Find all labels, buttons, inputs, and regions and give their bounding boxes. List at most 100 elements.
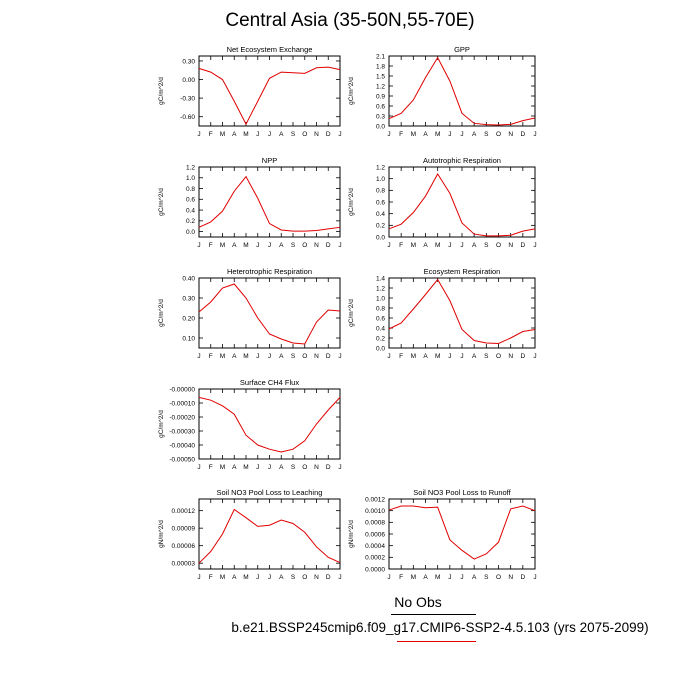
x-tick-label: O — [302, 574, 307, 581]
y-tick-label: -0.00050 — [169, 456, 195, 463]
plot-frame — [388, 277, 536, 349]
case-label: b.e21.BSSP245cmip6.f09_g17.CMIP6-SSP2-4.… — [231, 620, 649, 635]
x-tick-label: A — [472, 242, 477, 249]
plot-frame — [198, 166, 341, 238]
x-tick-label: F — [209, 242, 213, 249]
x-tick-label: J — [387, 242, 390, 249]
x-tick-label: J — [197, 131, 200, 138]
chart-title: Soil NO3 Pool Loss to Runoff — [413, 488, 511, 497]
x-tick-label: J — [338, 242, 341, 249]
y-tick-label: 0.6 — [376, 199, 385, 206]
y-tick-label: 0.40 — [182, 275, 195, 282]
x-tick-label: J — [268, 353, 271, 360]
y-axis-label: gC/m^2/d — [348, 77, 355, 105]
chart-panel-9: Soil NO3 Pool Loss to Runoff gN/m^2/d 0.00… — [348, 488, 537, 581]
x-tick-label: J — [338, 131, 341, 138]
x-tick-label: F — [209, 464, 213, 471]
x-tick-label: M — [243, 464, 248, 471]
page-title: Central Asia (35-50N,55-70E) — [225, 10, 475, 31]
chart-panel-1: Net Ecosystem Exchange gC/m^2/d 0.30 0.00 -0… — [158, 45, 342, 138]
x-tick-label: N — [314, 353, 319, 360]
y-tick-label: 0.9 — [376, 93, 385, 100]
x-tick-label: A — [279, 353, 284, 360]
x-tick-label: O — [496, 242, 501, 249]
series-line-1 — [198, 508, 341, 564]
y-tick-label: -0.00020 — [169, 414, 195, 421]
y-tick-label: 0.4 — [376, 211, 385, 218]
y-tick-label: 0.30 — [182, 295, 195, 302]
plot-frame — [198, 277, 341, 349]
x-tick-label: N — [314, 242, 319, 249]
x-tick-label: A — [232, 353, 237, 360]
chart-title: Net Ecosystem Exchange — [227, 45, 313, 54]
y-tick-label: 0.00006 — [172, 543, 196, 550]
chart-title: NPP — [262, 156, 277, 165]
y-axis-label: gC/m^2/d — [348, 188, 355, 216]
x-tick-label: J — [460, 242, 463, 249]
x-tick-label: F — [209, 574, 213, 581]
y-tick-label: 0.2 — [186, 218, 195, 225]
x-tick-label: J — [268, 574, 271, 581]
x-tick-label: J — [338, 464, 341, 471]
x-tick-label: S — [484, 242, 489, 249]
x-tick-label: M — [435, 353, 440, 360]
plot-frame — [198, 498, 341, 570]
y-axis-label: gC/m^2/d — [348, 299, 355, 327]
x-tick-label: N — [314, 131, 319, 138]
x-tick-label: D — [326, 242, 331, 249]
x-tick-label: J — [533, 242, 536, 249]
chart-panel-6: Ecosystem Respiration gC/m^2/d 0.0 0.2 0.4 0.… — [348, 267, 537, 360]
y-axis-label: gC/m^2/d — [158, 299, 165, 327]
x-tick-label: A — [472, 131, 477, 138]
y-tick-label: 0.4 — [376, 325, 385, 332]
y-axis-label: gN/m^2/d — [348, 520, 355, 548]
x-tick-label: J — [533, 131, 536, 138]
y-tick-label: 0.0004 — [365, 543, 385, 550]
y-tick-label: 0.10 — [182, 335, 195, 342]
x-tick-label: J — [197, 242, 200, 249]
plot-frame — [388, 166, 536, 238]
x-tick-label: A — [232, 131, 237, 138]
x-tick-label: F — [399, 574, 403, 581]
x-tick-label: J — [256, 131, 259, 138]
y-tick-label: -0.00040 — [169, 442, 195, 449]
y-axis-label: gC/m^2/d — [158, 188, 165, 216]
x-tick-label: N — [314, 464, 319, 471]
x-tick-label: A — [279, 464, 284, 471]
chart-title: GPP — [454, 45, 470, 54]
y-tick-label: 0.2 — [376, 335, 385, 342]
series-line-1 — [198, 66, 341, 126]
y-tick-label: 1.2 — [376, 285, 385, 292]
y-tick-label: 0.00 — [182, 77, 195, 84]
x-tick-label: J — [256, 464, 259, 471]
chart-title: Soil NO3 Pool Loss to Leaching — [217, 488, 323, 497]
y-tick-label: -0.60 — [180, 114, 195, 121]
x-tick-label: O — [496, 131, 501, 138]
x-tick-label: M — [411, 574, 416, 581]
y-tick-label: 1.4 — [376, 275, 385, 282]
case-legend-line — [397, 641, 476, 642]
x-tick-label: M — [220, 353, 225, 360]
x-tick-label: M — [220, 574, 225, 581]
x-tick-label: J — [256, 574, 259, 581]
x-tick-label: A — [232, 464, 237, 471]
x-tick-label: M — [220, 464, 225, 471]
y-tick-label: 0.0008 — [365, 520, 385, 527]
x-tick-label: M — [243, 242, 248, 249]
y-tick-label: 0.6 — [376, 315, 385, 322]
y-tick-label: 1.5 — [376, 73, 385, 80]
x-tick-label: S — [484, 353, 489, 360]
x-tick-label: M — [435, 131, 440, 138]
chart-panel-8: Soil NO3 Pool Loss to Leaching gN/m^2/d 0.… — [158, 488, 342, 581]
x-tick-label: O — [496, 574, 501, 581]
x-tick-label: A — [472, 574, 477, 581]
x-tick-label: D — [520, 353, 525, 360]
x-tick-label: A — [423, 131, 428, 138]
x-tick-label: J — [448, 353, 451, 360]
y-tick-label: 0.0006 — [365, 531, 385, 538]
x-tick-label: J — [387, 131, 390, 138]
chart-title: Ecosystem Respiration — [424, 267, 501, 276]
x-tick-label: J — [448, 242, 451, 249]
x-tick-label: J — [448, 574, 451, 581]
